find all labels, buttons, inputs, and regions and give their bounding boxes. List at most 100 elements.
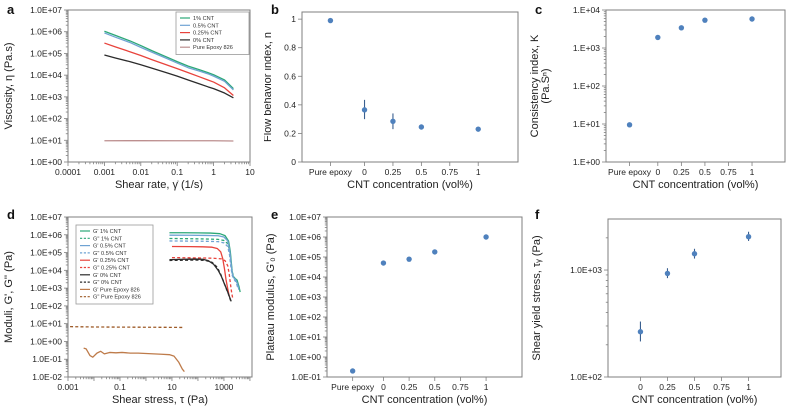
series-line [169,259,232,301]
tick-label: 1 [211,167,216,177]
data-point-marker [664,270,671,277]
plot-frame [607,218,782,378]
tick-label: 0.1 [114,382,126,392]
panel-c: c Pure epoxy 0 0.25 0.5 0.75 1 1.E+00 1.E+01 1.E… [528,0,791,205]
tick-label: 1.E+02 [573,81,600,91]
series-line [171,256,234,299]
tick-label: 0.2 [284,128,296,138]
tick-label: 1 [291,14,296,24]
tick-label: 0 [291,157,296,167]
tick-label: 1.0E-02 [32,372,62,382]
y-axis-title: Viscosity, η (Pa.s) [3,42,15,129]
legend-entry-label: G' Pure Epoxy 826 [93,287,140,293]
panel-label-e: e [271,207,279,222]
data-point-marker [432,249,438,255]
tick-label: 1.0E+02 [570,372,602,382]
tick-label: 1 [746,382,751,392]
tick-label: 0.25 [401,382,418,392]
panel-d: d 0.001 0.1 10 1000 1.0E-02 1.0E-01 1.0E+00 1.0… [0,205,264,410]
tick-label: 1000 [214,382,233,392]
tick-label: 1.0E+05 [30,48,62,58]
tick-label: 0.5 [429,382,441,392]
tick-label: 1.0E+01 [30,319,62,329]
data-point-marker [678,25,685,31]
legend-entry-label: Pure Epoxy 826 [193,45,233,51]
data-point-marker [406,256,412,262]
legend-entry-label: G' 0.5% CNT [93,244,126,250]
x-axis-title: Shear rate, γ̇ (1/s) [115,179,203,191]
tick-label: 0 [381,382,386,392]
tick-label: 0.5 [689,382,701,392]
series-line [169,240,239,290]
tick-label: 0.75 [713,382,730,392]
panel-label-b: b [271,2,279,17]
panel-f: f 0 0.25 0.5 0.75 1 1.0E+02 1.0E+03 CNT concent… [528,205,791,410]
tick-label: 1.E+04 [573,5,600,15]
series-line [104,32,234,91]
tick-label: 1.0E+07 [30,5,62,15]
x-axis-title: CNT concentration (vol%) [362,394,488,406]
tick-label: 0.5 [699,167,711,177]
panel-b: b Pure epoxy 0 0.25 0.5 0.75 1 0 0.2 0.4 0.6 0.8 1 C… [264,0,528,205]
consistency-index-chart: Pure epoxy 0 0.25 0.5 0.75 1 1.E+00 1.E+01 1.E+0… [529,5,786,191]
data-point-marker [637,329,644,335]
tick-label: 0.25 [385,167,402,177]
panel-label-f: f [535,207,540,222]
tick-label: 1.0E+04 [30,70,62,80]
tick-label: Pure epoxy [608,167,652,177]
data-point-marker [702,17,708,23]
tick-label: 1.0E+00 [289,352,321,362]
tick-label: 1.0E+03 [570,265,602,275]
data-point-marker [626,122,633,128]
panel-label-a: a [7,2,15,17]
tick-label: 10 [167,382,177,392]
tick-label: 1.0E+03 [30,283,62,293]
legend-entry-label: 0% CNT [193,38,215,44]
tick-label: 10 [245,167,255,177]
data-point-marker [390,118,396,124]
plot-frame [326,216,523,378]
tick-label: 0.25 [673,167,690,177]
plot-frame [67,216,253,378]
x-axis-title: CNT concentration (vol%) [347,179,473,191]
y-axis-title: Plateau modulus, G'₀ (Pa) [265,233,277,360]
tick-label: Pure epoxy [309,167,353,177]
panel-label-c: c [535,2,543,17]
legend-entry-label: G' 0.25% CNT [93,258,129,264]
legend-entry-label: G'' Pure Epoxy 826 [93,295,141,301]
plot-frame [301,11,519,163]
tick-label: 1.0E+02 [30,301,62,311]
tick-label: 0.4 [284,100,296,110]
tick-label: 1 [476,167,481,177]
y-axis-title: Shear yield stress, τᵧ (Pa) [531,235,543,360]
series-line [70,325,185,329]
tick-label: 1.0E+03 [30,92,62,102]
tick-label: 0 [638,382,643,392]
tick-label: 1.E+00 [573,157,600,167]
tick-label: 1.0E+07 [30,212,62,222]
data-point-marker [349,368,356,374]
y-axis-title: Consistency index, K [529,34,541,137]
tick-label: 0.25 [659,382,676,392]
legend-entry-label: 0.25% CNT [193,31,222,37]
tick-label: 1.0E+02 [30,114,62,124]
data-point-marker [361,107,368,113]
tick-label: 0.01 [133,167,150,177]
plateau-modulus-chart: Pure epoxy 0 0.25 0.5 0.75 1 1.0E-01 1.0E+00 1.0… [265,212,523,406]
series-line [104,30,234,90]
tick-label: 1.0E+05 [289,252,321,262]
tick-label: 1.0E-01 [291,372,321,382]
tick-label: 0.75 [452,382,469,392]
legend-entry-label: G'' 1% CNT [93,236,123,242]
data-point-marker [691,251,698,257]
tick-label: 1 [484,382,489,392]
tick-label: 1.0E+01 [30,135,62,145]
tick-label: 1.0E+06 [30,27,62,37]
y-axis-title: (Pa.Sⁿ) [540,68,552,103]
tick-label: 1 [750,167,755,177]
tick-label: 0.5 [415,167,427,177]
panel-e: e Pure epoxy 0 0.25 0.5 0.75 1 1.0E-01 1.0E+00 1… [264,205,528,410]
tick-label: 1.E+01 [573,119,600,129]
data-point-marker [475,126,481,132]
legend-entry-label: G'' 0% CNT [93,280,123,286]
